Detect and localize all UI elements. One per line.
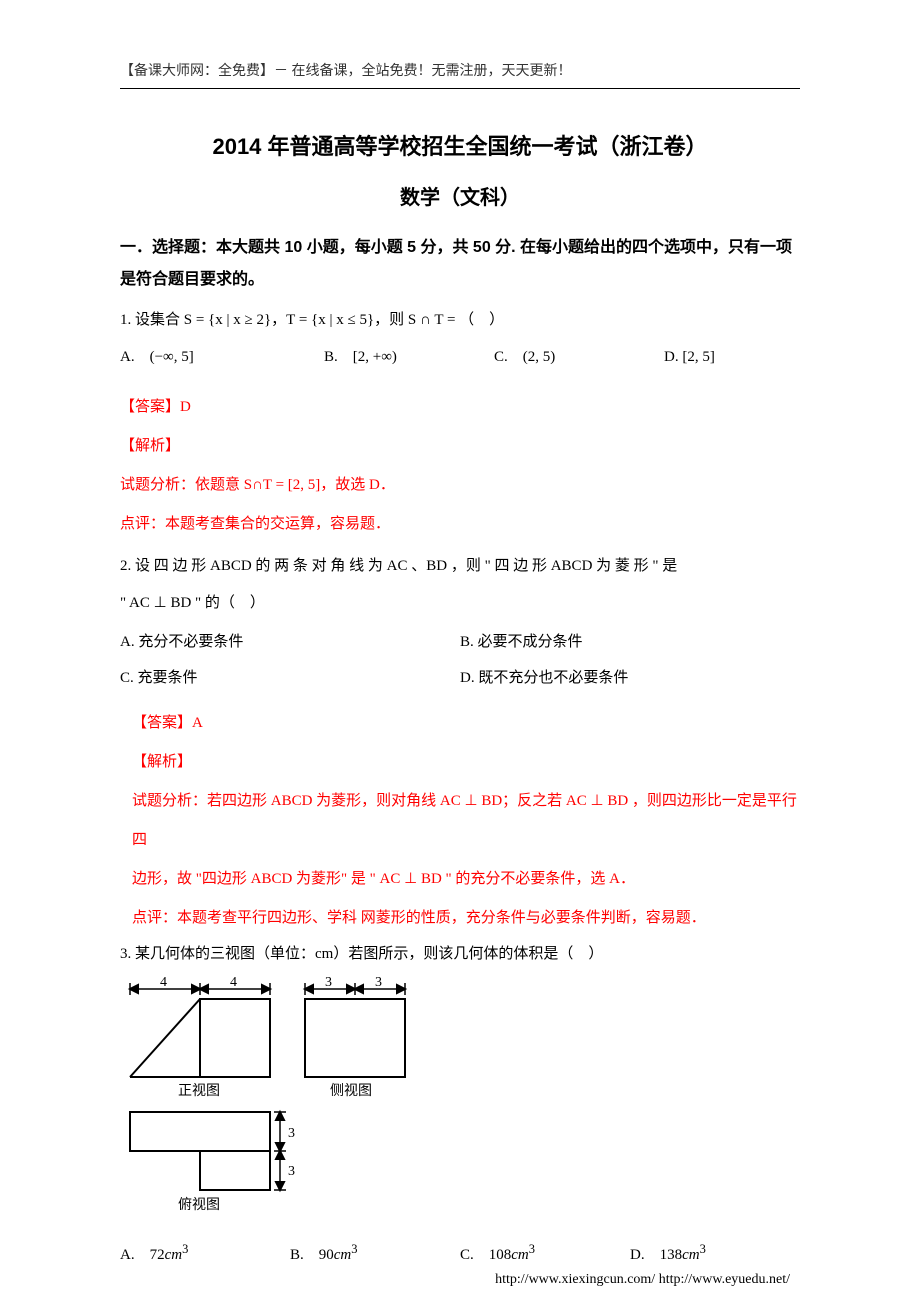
q2-comment: 点评：本题考查平行四边形、学科 网菱形的性质，充分条件与必要条件判断，容易题． bbox=[132, 899, 800, 938]
q1-option-d: D. [2, 5] bbox=[664, 341, 800, 374]
q2-analysis-line2: 边形，故 "四边形 ABCD 为菱形" 是 " AC ⊥ BD " 的充分不必要… bbox=[132, 860, 800, 899]
dim-3-1: 3 bbox=[325, 977, 332, 990]
q1-option-b: B. [2, +∞) bbox=[324, 341, 494, 374]
label-front-view: 正视图 bbox=[178, 1083, 220, 1099]
page-container: 【备课大师网：全免费】－ 在线备课，全站免费！无需注册，天天更新！ 2014 年… bbox=[0, 0, 920, 1316]
q3-option-d: D. 138cm3 bbox=[630, 1236, 800, 1272]
label-top-view: 俯视图 bbox=[178, 1197, 220, 1213]
q2-answer: 【答案】A bbox=[132, 704, 800, 743]
q2-options: A. 充分不必要条件 B. 必要不成分条件 C. 充要条件 D. 既不充分也不必… bbox=[120, 624, 800, 696]
q2-option-d: D. 既不充分也不必要条件 bbox=[460, 660, 800, 696]
q3-option-c: C. 108cm3 bbox=[460, 1236, 630, 1272]
q3-options: A. 72cm3 B. 90cm3 C. 108cm3 D. 138cm3 bbox=[120, 1236, 800, 1272]
dim-3-4: 3 bbox=[288, 1164, 295, 1179]
q1-analysis1: 试题分析：依题意 S∩T = [2, 5]，故选 D． bbox=[120, 477, 395, 493]
q1-options: A. (−∞, 5] B. [2, +∞) C. (2, 5) D. [2, 5… bbox=[120, 341, 800, 374]
dim-3-3: 3 bbox=[288, 1126, 295, 1141]
q1-answer: 【答案】D bbox=[120, 388, 800, 427]
exam-title: 2014 年普通高等学校招生全国统一考试（浙江卷） bbox=[120, 129, 800, 161]
q1-option-c: C. (2, 5) bbox=[494, 341, 664, 374]
q2-stem2: " AC ⊥ BD " 的（ ） bbox=[120, 587, 800, 620]
q2-stem1: 2. 设 四 边 形 ABCD 的 两 条 对 角 线 为 AC 、BD ，则 … bbox=[120, 550, 800, 583]
q1-analysis-head: 【解析】 bbox=[120, 427, 800, 466]
header-text: 【备课大师网：全免费】－ 在线备课，全站免费！无需注册，天天更新！ bbox=[120, 60, 800, 80]
three-views-svg: 4 4 3 3 3 3 正视图 侧视图 俯视图 bbox=[120, 977, 430, 1217]
exam-subtitle: 数学（文科） bbox=[120, 181, 800, 210]
q1-analysis-body: 试题分析：依题意 S∩T = [2, 5]，故选 D． bbox=[120, 466, 800, 505]
q2-option-a: A. 充分不必要条件 bbox=[120, 624, 460, 660]
footer-url: http://www.xiexingcun.com/ http://www.ey… bbox=[0, 1272, 920, 1288]
q2-option-b: B. 必要不成分条件 bbox=[460, 624, 800, 660]
q3-option-a: A. 72cm3 bbox=[120, 1236, 290, 1272]
q3-three-views-diagram: 4 4 3 3 3 3 正视图 侧视图 俯视图 bbox=[120, 977, 800, 1222]
q2-analysis1-text: 试题分析：若四边形 ABCD 为菱形，则对角线 AC ⊥ BD；反之若 AC ⊥… bbox=[132, 793, 797, 848]
dim-3-2: 3 bbox=[375, 977, 382, 990]
q1-stem: 1. 设集合 S = {x | x ≥ 2}，T = {x | x ≤ 5}，则… bbox=[120, 304, 800, 337]
dim-4-1: 4 bbox=[160, 977, 167, 990]
q3-stem: 3. 某几何体的三视图（单位：cm）若图所示，则该几何体的体积是（ ） bbox=[120, 938, 800, 971]
subtitle-text: 数学（文科） bbox=[400, 187, 520, 209]
q1-option-a: A. (−∞, 5] bbox=[120, 341, 324, 374]
section-heading: 一．选择题：本大题共 10 小题，每小题 5 分，共 50 分. 在每小题给出的… bbox=[120, 232, 800, 296]
q1-comment: 点评：本题考查集合的交运算，容易题． bbox=[120, 505, 800, 544]
label-side-view: 侧视图 bbox=[330, 1083, 372, 1099]
q2-analysis-line1: 试题分析：若四边形 ABCD 为菱形，则对角线 AC ⊥ BD；反之若 AC ⊥… bbox=[132, 782, 800, 860]
q3-option-b: B. 90cm3 bbox=[290, 1236, 460, 1272]
header-divider bbox=[120, 88, 800, 89]
q2-analysis-head: 【解析】 bbox=[132, 743, 800, 782]
dim-4-2: 4 bbox=[230, 977, 237, 990]
q2-stem1-text: 2. 设 四 边 形 ABCD 的 两 条 对 角 线 为 AC 、BD ，则 … bbox=[120, 558, 677, 574]
q2-option-c: C. 充要条件 bbox=[120, 660, 460, 696]
